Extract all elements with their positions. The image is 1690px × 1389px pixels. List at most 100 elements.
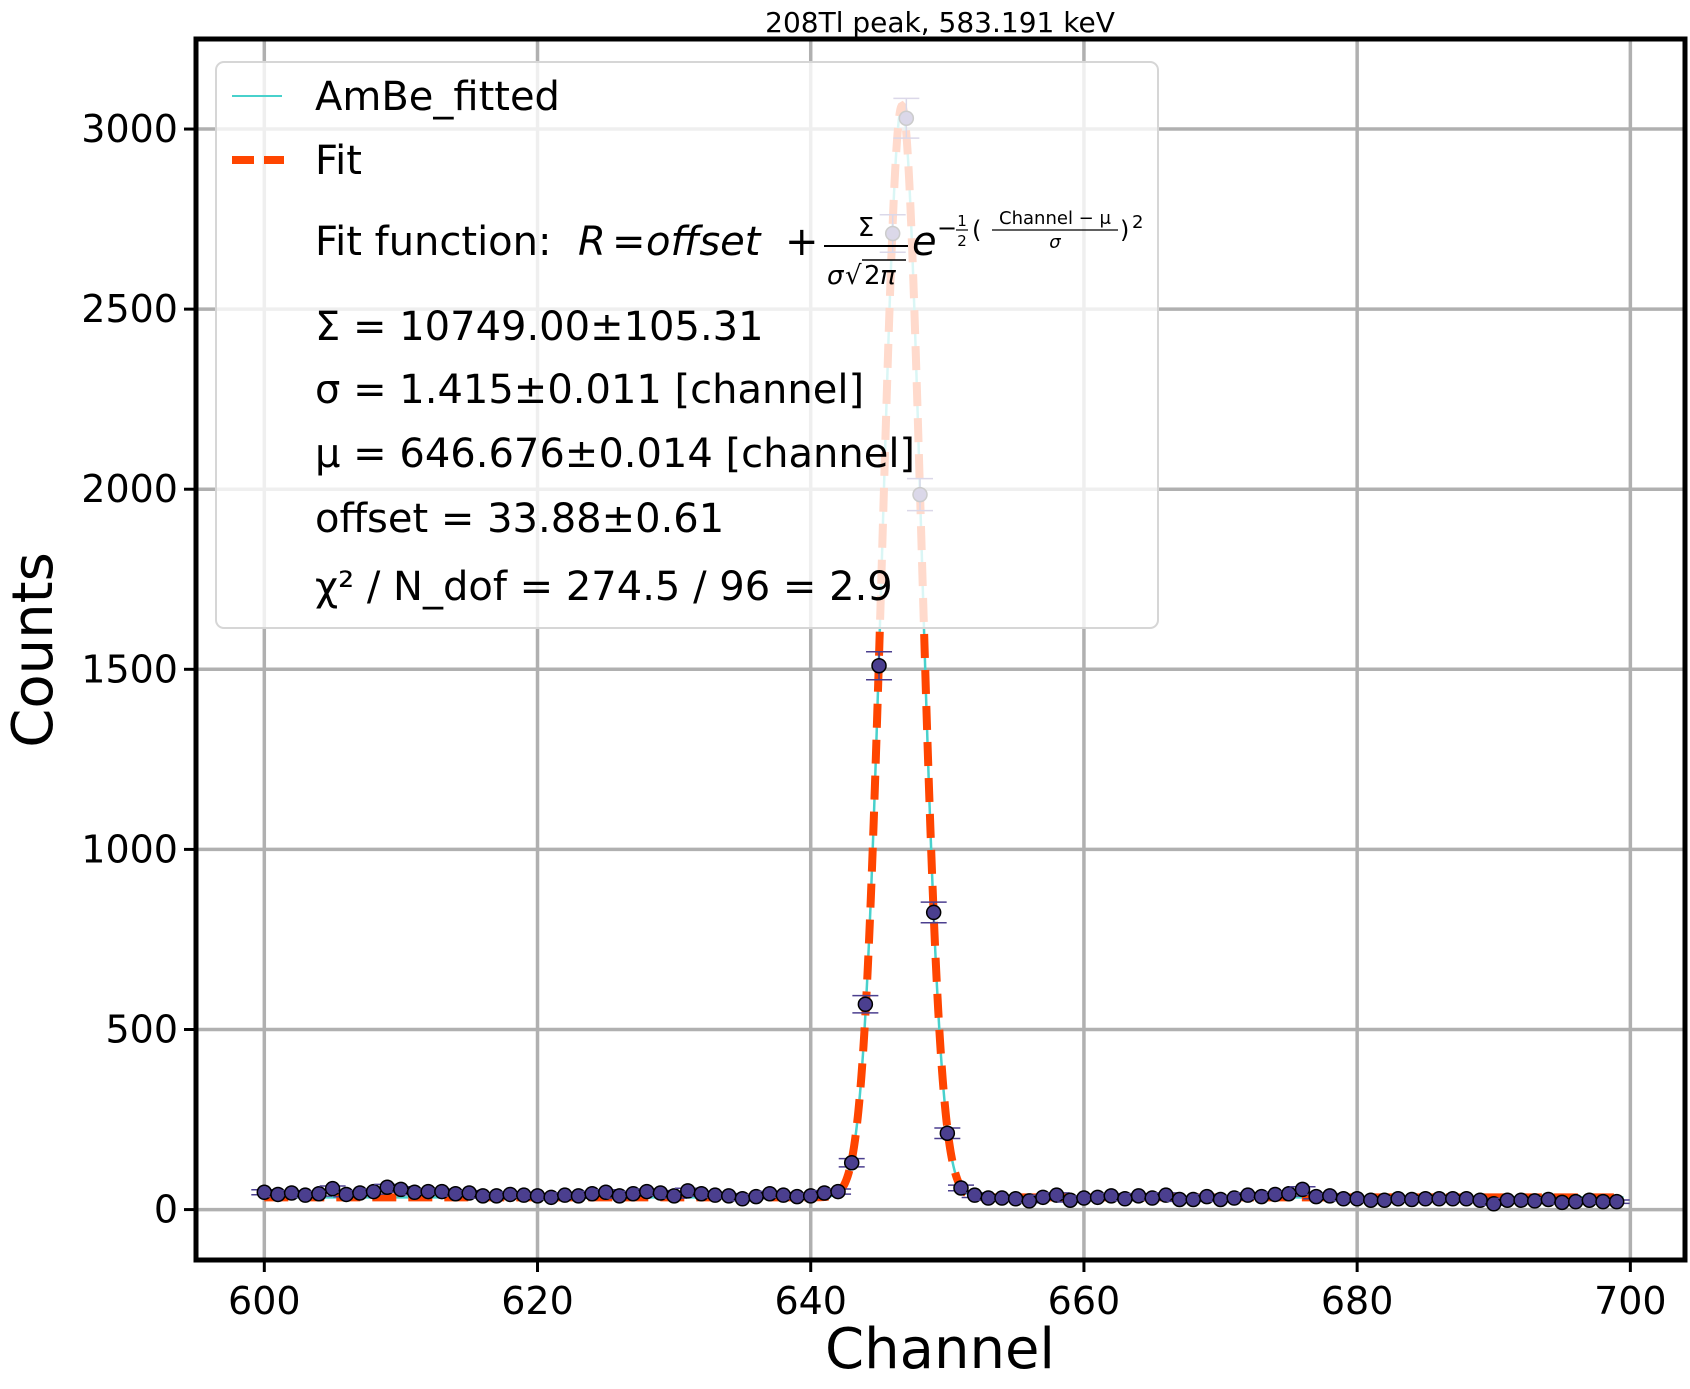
data-marker	[816, 1185, 833, 1201]
data-marker	[939, 1125, 956, 1141]
svg-text:σ: σ	[827, 261, 845, 291]
data-marker	[707, 1187, 723, 1203]
data-marker	[352, 1185, 368, 1201]
data-marker	[666, 1188, 682, 1204]
data-marker	[1499, 1192, 1516, 1208]
data-marker	[1390, 1191, 1406, 1207]
data-point	[592, 1184, 619, 1201]
svg-text:+: +	[785, 219, 819, 265]
data-marker	[584, 1185, 600, 1202]
data-marker	[761, 1185, 778, 1202]
data-marker	[598, 1184, 614, 1201]
data-marker	[1294, 1181, 1311, 1198]
x-tick-label: 680	[1321, 1279, 1394, 1323]
data-point	[825, 1183, 852, 1200]
svg-text:e: e	[912, 219, 937, 265]
svg-text:2: 2	[957, 232, 967, 250]
data-points	[251, 97, 1630, 1212]
data-point	[1508, 1192, 1535, 1208]
y-tick-label: 0	[154, 1188, 178, 1232]
data-marker	[1021, 1193, 1038, 1209]
axes-frame	[193, 36, 1688, 1263]
data-point	[866, 650, 893, 681]
x-tick-label: 600	[228, 1279, 301, 1323]
data-marker	[1404, 1191, 1420, 1208]
data-marker	[1158, 1187, 1174, 1203]
legend-param-sigma: σ = 1.415±0.011 [channel]	[315, 367, 864, 413]
svg-text:2: 2	[1132, 212, 1143, 233]
data-point	[661, 1188, 688, 1204]
data-point	[606, 1188, 633, 1204]
data-marker	[516, 1187, 532, 1203]
data-marker	[1554, 1194, 1570, 1211]
data-marker	[1513, 1192, 1529, 1208]
legend: AmBe_fitted Fit Fit function: R = offset…	[215, 61, 1159, 629]
data-marker	[557, 1187, 573, 1203]
y-tick-label: 500	[105, 1007, 178, 1051]
data-marker	[994, 1190, 1010, 1206]
data-marker	[1267, 1186, 1283, 1203]
data-marker	[1445, 1191, 1461, 1207]
data-marker	[830, 1183, 846, 1200]
data-marker	[789, 1188, 805, 1205]
y-axis-label: Counts	[1, 552, 66, 747]
data-marker	[953, 1180, 969, 1196]
data-point	[1180, 1191, 1207, 1208]
legend-label-fit: Fit	[315, 138, 362, 184]
data-point	[934, 1125, 961, 1141]
data-marker	[1048, 1187, 1065, 1203]
data-point	[1289, 1181, 1316, 1198]
data-marker	[1281, 1185, 1297, 1202]
y-tick-label: 1000	[81, 827, 178, 871]
x-tick-label: 640	[774, 1279, 847, 1323]
legend-param-mu: μ = 646.676±0.014 [channel]	[315, 431, 915, 477]
data-marker	[1089, 1189, 1106, 1206]
legend-param-sum: Σ = 10749.00±105.31	[315, 304, 764, 350]
data-marker	[311, 1185, 327, 1202]
data-point	[838, 1155, 865, 1171]
data-marker	[980, 1190, 997, 1206]
data-marker	[502, 1186, 518, 1203]
data-marker	[843, 1155, 860, 1171]
data-marker	[1595, 1193, 1611, 1210]
svg-text:): )	[1120, 216, 1129, 244]
data-marker	[270, 1186, 286, 1203]
svg-text:(: (	[972, 216, 981, 244]
svg-text:offset: offset	[646, 219, 762, 265]
svg-text:σ: σ	[1049, 232, 1061, 253]
data-marker	[1308, 1188, 1324, 1205]
data-marker	[1363, 1192, 1379, 1208]
x-tick-label: 700	[1594, 1279, 1667, 1323]
data-marker	[1417, 1191, 1434, 1207]
data-marker	[406, 1184, 423, 1201]
legend-param-offset: offset = 33.88±0.61	[315, 496, 724, 542]
legend-fit-function-prefix: Fit function:	[315, 219, 551, 265]
data-marker	[1431, 1191, 1447, 1207]
data-marker	[1171, 1191, 1188, 1208]
data-marker	[1335, 1191, 1352, 1207]
chart-title: 208Tl peak, 583.191 keV	[765, 6, 1115, 39]
data-marker	[857, 996, 874, 1013]
data-marker	[447, 1185, 464, 1202]
svg-text:=: =	[612, 219, 646, 265]
data-marker	[1076, 1190, 1092, 1206]
data-point	[852, 994, 879, 1014]
legend-chi2: χ² / N_dof = 274.5 / 96 = 2.9	[315, 564, 893, 610]
data-marker	[338, 1186, 355, 1203]
data-marker	[475, 1188, 491, 1204]
svg-text:√: √	[845, 261, 862, 291]
legend-fit-function-formula: R = offset + Σ σ √ 2 π e − 1 2 ( Channel…	[578, 208, 1143, 291]
svg-text:−: −	[937, 214, 957, 242]
data-marker	[365, 1183, 382, 1200]
data-point	[1603, 1193, 1630, 1210]
svg-text:R: R	[578, 219, 606, 265]
data-marker	[488, 1188, 505, 1204]
x-tick-label: 660	[1048, 1279, 1121, 1323]
svg-text:Channel − μ: Channel − μ	[999, 208, 1111, 229]
y-tick-label: 2000	[81, 467, 178, 511]
data-point	[360, 1183, 387, 1200]
x-tick-label: 620	[501, 1279, 574, 1323]
svg-text:2: 2	[864, 261, 881, 291]
data-marker	[925, 904, 942, 921]
